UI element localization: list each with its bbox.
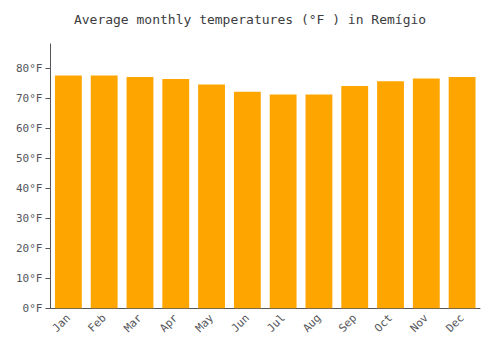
svg-text:May: May (193, 311, 216, 334)
svg-text:0°F: 0°F (23, 302, 43, 315)
svg-text:80°F: 80°F (16, 62, 43, 75)
svg-text:40°F: 40°F (16, 182, 43, 195)
svg-text:20°F: 20°F (16, 242, 43, 255)
svg-text:Oct: Oct (372, 312, 395, 335)
svg-text:Jul: Jul (265, 312, 288, 335)
svg-text:60°F: 60°F (16, 122, 43, 135)
svg-text:Nov: Nov (408, 311, 431, 334)
svg-text:Average monthly temperatures (: Average monthly temperatures (°F ) in Re… (74, 12, 426, 27)
svg-text:30°F: 30°F (16, 212, 43, 225)
svg-text:Dec: Dec (443, 312, 466, 335)
svg-text:Aug: Aug (300, 312, 323, 335)
svg-text:70°F: 70°F (16, 92, 43, 105)
svg-text:Jun: Jun (229, 312, 252, 335)
svg-text:Feb: Feb (86, 312, 109, 335)
svg-text:10°F: 10°F (16, 272, 43, 285)
svg-text:Apr: Apr (157, 311, 180, 334)
svg-text:Sep: Sep (336, 312, 359, 335)
svg-text:Jan: Jan (50, 312, 73, 335)
svg-text:Mar: Mar (121, 311, 144, 334)
svg-text:50°F: 50°F (16, 152, 43, 165)
